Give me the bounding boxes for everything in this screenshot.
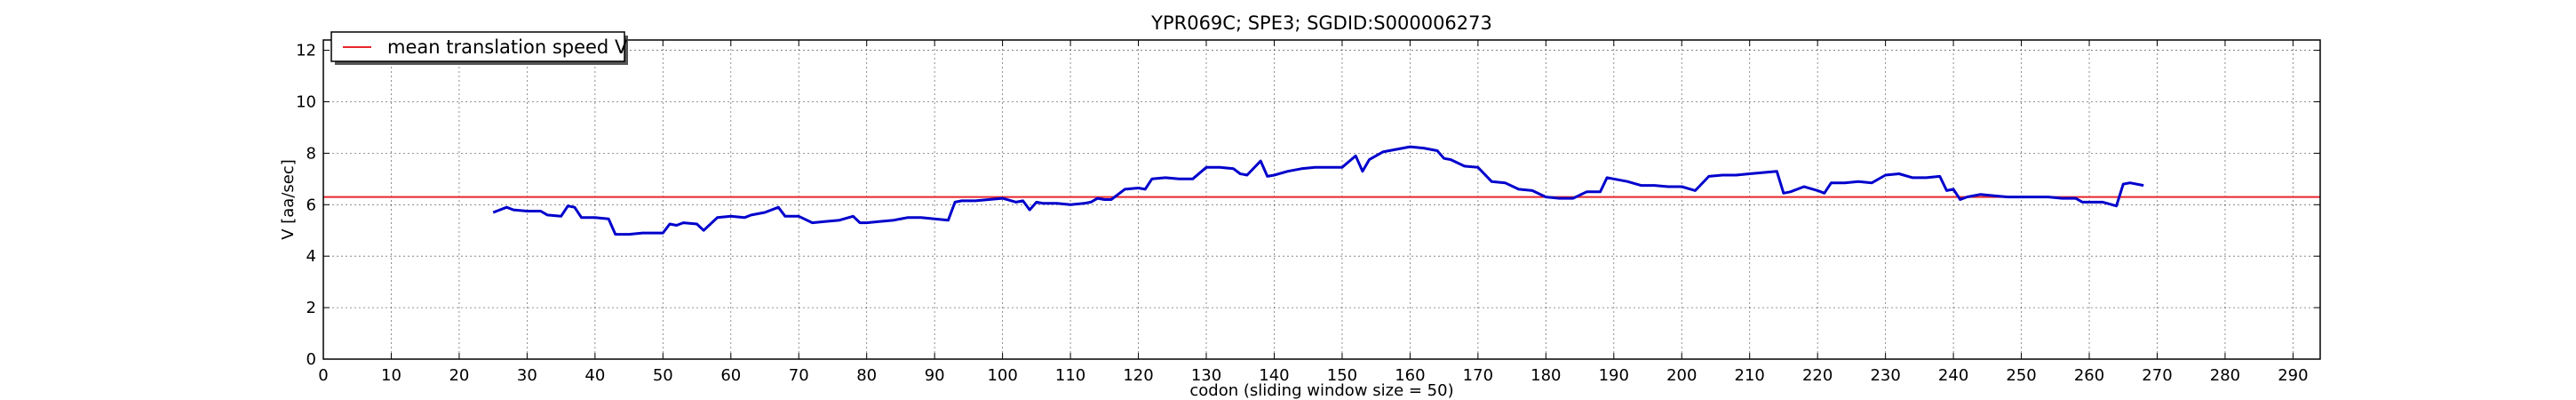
x-tick-label: 120 (1123, 366, 1153, 385)
legend: mean translation speed V (330, 31, 628, 65)
x-tick-label: 280 (2210, 366, 2240, 385)
x-tick-label: 160 (1395, 366, 1425, 385)
x-tick-label: 140 (1259, 366, 1289, 385)
x-tick-label: 260 (2074, 366, 2104, 385)
x-tick-label: 20 (449, 366, 469, 385)
x-tick-label: 50 (653, 366, 673, 385)
y-tick-label: 0 (306, 350, 316, 369)
x-tick-label: 80 (856, 366, 877, 385)
x-tick-label: 220 (1802, 366, 1833, 385)
x-tick-label: 230 (1870, 366, 1900, 385)
x-tick-label: 170 (1463, 366, 1493, 385)
x-axis-label: codon (sliding window size = 50) (1189, 381, 1453, 400)
x-tick-label: 240 (1938, 366, 1968, 385)
legend-box (330, 31, 625, 62)
x-tick-label: 30 (517, 366, 537, 385)
y-tick-label: 12 (296, 42, 316, 60)
x-tick-label: 200 (1666, 366, 1697, 385)
x-tick-label: 70 (789, 366, 809, 385)
x-tick-label: 10 (381, 366, 402, 385)
speed-series-line (492, 145, 2144, 236)
x-tick-label: 150 (1327, 366, 1357, 385)
x-tick-label: 100 (987, 366, 1017, 385)
x-tick-label: 210 (1735, 366, 1765, 385)
y-tick-label: 6 (306, 196, 316, 214)
tick-labels: 0 10 20 30 40 50 60 70 80 90 100 110 120 130 140 150 160… (296, 42, 2309, 385)
y-axis-label: V [aa/sec] (279, 159, 298, 240)
x-tick-label: 0 (318, 366, 328, 385)
x-tick-label: 270 (2142, 366, 2172, 385)
legend-label-mean-speed: mean translation speed V (387, 36, 628, 58)
x-tick-label: 190 (1599, 366, 1629, 385)
x-tick-label: 60 (720, 366, 741, 385)
chart-title: YPR069C; SPE3; SGDID:S000006273 (1150, 12, 1492, 34)
x-tick-label: 90 (925, 366, 945, 385)
x-tick-label: 250 (2006, 366, 2036, 385)
y-tick-label: 10 (296, 92, 316, 111)
x-tick-label: 110 (1055, 366, 1085, 385)
y-tick-label: 8 (306, 144, 316, 163)
x-tick-label: 180 (1530, 366, 1561, 385)
y-tick-label: 2 (306, 299, 316, 317)
x-tick-label: 130 (1191, 366, 1221, 385)
y-tick-label: 4 (306, 247, 316, 266)
plot-frame (322, 39, 2321, 360)
x-tick-label: 40 (584, 366, 605, 385)
x-tick-label: 290 (2278, 366, 2308, 385)
